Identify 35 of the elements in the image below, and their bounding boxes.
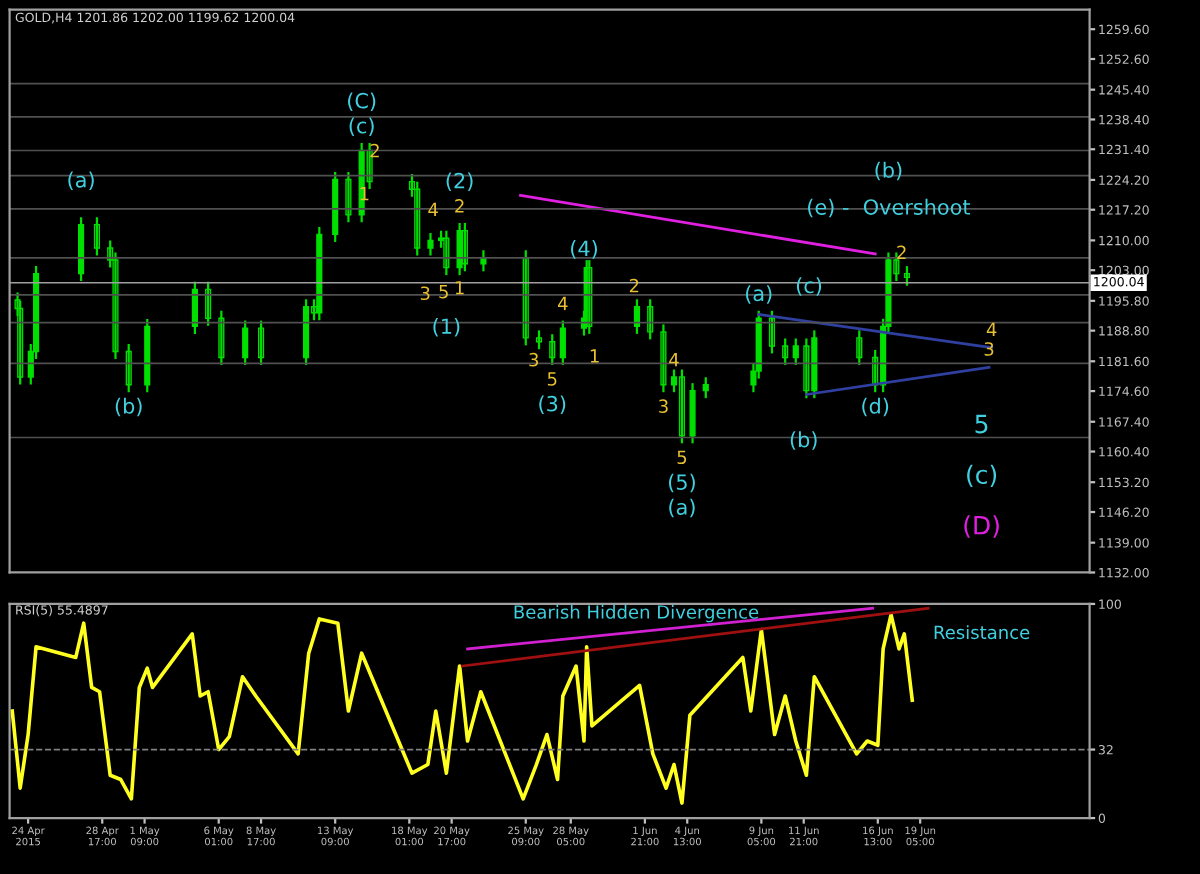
annotation: 2 [370, 143, 379, 158]
annotation: (5) [668, 473, 695, 493]
annotation: (a) [746, 285, 772, 304]
annotation: (b) [875, 161, 902, 181]
annotation: 1 [590, 349, 599, 363]
annotation: (b) [790, 431, 817, 450]
annotation: (c) [967, 464, 997, 487]
annotation: 3 [659, 399, 668, 413]
annotation: 1 [455, 281, 464, 295]
annotation: 5 [547, 372, 557, 386]
annotation: 2 [455, 199, 464, 213]
annotation: Bearish Hidden Divergence [514, 604, 759, 623]
annotation: (e) - Overshoot [808, 198, 971, 218]
annotation: (1) [433, 318, 460, 337]
annotation: (d) [862, 397, 889, 417]
annotation: (c) [349, 117, 374, 136]
annotation: (4) [571, 240, 597, 259]
annotation: Resistance [934, 625, 1030, 640]
annotation: 3 [529, 352, 539, 367]
annotation: 5 [975, 414, 988, 434]
annotation: (2) [446, 172, 473, 192]
annotation: 3 [420, 286, 430, 301]
annotation: 4 [557, 296, 568, 311]
annotation: 5 [677, 450, 687, 465]
annotation: (3) [539, 395, 566, 415]
annotation: 4 [986, 322, 997, 336]
annotation: 2 [897, 245, 906, 259]
annotation: 4 [669, 353, 679, 367]
annotation: (b) [115, 397, 142, 417]
annotation: (a) [669, 498, 695, 518]
annotation: (C) [348, 92, 376, 111]
annotation: (D) [964, 515, 999, 538]
annotation: 4 [428, 202, 438, 216]
annotation: 5 [439, 284, 448, 299]
annotation: (a) [68, 171, 94, 191]
